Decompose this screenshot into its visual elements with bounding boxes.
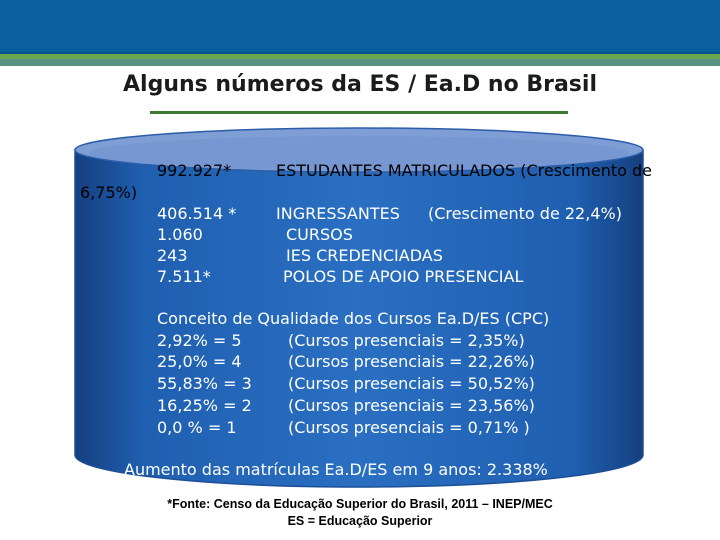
footer-note: ES = Educação Superior	[287, 514, 433, 528]
stat-courses-label: CURSOS	[286, 225, 353, 244]
cpc-row-right: (Cursos presenciais = 50,52%)	[288, 374, 535, 393]
stat-ies-label: IES CREDENCIADAS	[286, 246, 443, 265]
cpc-row-right: (Cursos presenciais = 22,26%)	[288, 352, 535, 371]
stat-courses-value: 1.060	[157, 225, 203, 244]
stat-entrants-value: 406.514 *	[157, 204, 237, 223]
header-stripe-teal	[0, 59, 720, 66]
cpc-row-left: 2,92% = 5	[157, 331, 242, 350]
header-bar	[0, 0, 720, 54]
stat-students-label: ESTUDANTES MATRICULADOS (Crescimento de	[276, 161, 652, 180]
cpc-row-left: 25,0% = 4	[157, 352, 242, 371]
stat-students-growth: 6,75%)	[80, 183, 138, 202]
cpc-row-left: 0,0 % = 1	[157, 418, 237, 437]
cpc-row-right: (Cursos presenciais = 2,35%)	[288, 331, 525, 350]
cpc-row-right: (Cursos presenciais = 23,56%)	[288, 396, 535, 415]
cylinder-top-shade	[89, 136, 629, 170]
cpc-heading: Conceito de Qualidade dos Cursos Ea.D/ES…	[157, 309, 550, 328]
stat-entrants-growth: (Crescimento de 22,4%)	[428, 204, 622, 223]
stat-polos-value: 7.511*	[157, 267, 211, 286]
stat-students-value: 992.927*	[157, 161, 232, 180]
cpc-row-left: 55,83% = 3	[157, 374, 252, 393]
stat-entrants-label: INGRESSANTES	[276, 204, 400, 223]
growth-statement: Aumento das matrículas Ea.D/ES em 9 anos…	[124, 460, 548, 479]
title-underline	[150, 111, 568, 114]
cylinder-body	[74, 149, 644, 488]
slide-title: Alguns números da ES / Ea.D no Brasil	[123, 72, 597, 97]
stat-ies-value: 243	[157, 246, 188, 265]
footer-source: *Fonte: Censo da Educação Superior do Br…	[167, 497, 553, 511]
header-stripe-green	[0, 54, 720, 59]
cpc-row-left: 16,25% = 2	[157, 396, 252, 415]
cpc-row-right: (Cursos presenciais = 0,71% )	[288, 418, 530, 437]
stat-polos-label: POLOS DE APOIO PRESENCIAL	[283, 267, 524, 286]
